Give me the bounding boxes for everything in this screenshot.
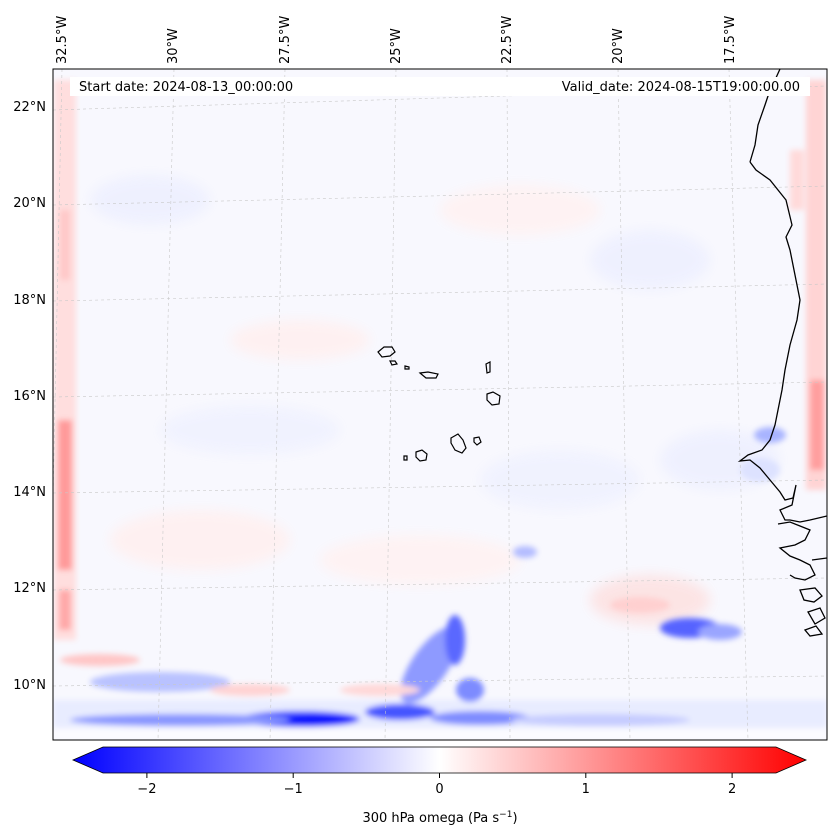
- colorbar-ticks: −2 −1 0 1 2: [137, 773, 736, 797]
- lat-label-12N: 12°N: [13, 581, 46, 596]
- colorbar: −2 −1 0 1 2 300 hPa omega (Pa s−1): [71, 746, 808, 826]
- colorbar-label-end: ): [512, 811, 517, 826]
- lat-label-18N: 18°N: [13, 293, 46, 308]
- lat-label-16N: 16°N: [13, 389, 46, 404]
- colorbar-label-sup: −1: [499, 810, 512, 820]
- colorbar-tick-label: 0: [435, 782, 443, 797]
- lat-label-22N: 22°N: [13, 100, 46, 115]
- graticule: [53, 69, 827, 740]
- lat-label-20N: 20°N: [13, 196, 46, 211]
- colorbar-body: [71, 746, 808, 774]
- lon-label-17.5W: 17.5°W: [723, 16, 738, 64]
- lon-label-25W: 25°W: [389, 28, 404, 64]
- start-date-text: Start date: 2024-08-13_00:00:00: [79, 80, 293, 95]
- lon-label-20W: 20°W: [611, 28, 626, 64]
- map-frame: [52, 68, 828, 741]
- lon-label-27.5W: 27.5°W: [278, 16, 293, 64]
- lon-label-32.5W: 32.5°W: [55, 16, 70, 64]
- omega-field: [53, 69, 827, 740]
- colorbar-tick-label: 2: [728, 782, 736, 797]
- header-box: [70, 77, 810, 96]
- cape-verde-islands: [377, 346, 501, 462]
- africa-coastline: [737, 69, 827, 637]
- lat-label-14N: 14°N: [13, 485, 46, 500]
- lon-label-22.5W: 22.5°W: [500, 16, 515, 64]
- valid-date-text: Valid_date: 2024-08-15T19:00:00.00: [562, 80, 800, 95]
- lat-label-10N: 10°N: [13, 678, 46, 693]
- colorbar-label-main: 300 hPa omega (Pa s: [362, 811, 499, 826]
- colorbar-tick-label: −1: [284, 782, 303, 797]
- colorbar-tick-label: 1: [582, 782, 590, 797]
- latitude-labels: 22°N 20°N 18°N 16°N 14°N 12°N 10°N: [13, 100, 46, 693]
- lon-label-30W: 30°W: [166, 28, 181, 64]
- longitude-labels: 32.5°W 30°W 27.5°W 25°W 22.5°W 20°W 17.5…: [55, 16, 738, 64]
- colorbar-label: 300 hPa omega (Pa s−1): [362, 810, 517, 826]
- colorbar-tick-label: −2: [137, 782, 156, 797]
